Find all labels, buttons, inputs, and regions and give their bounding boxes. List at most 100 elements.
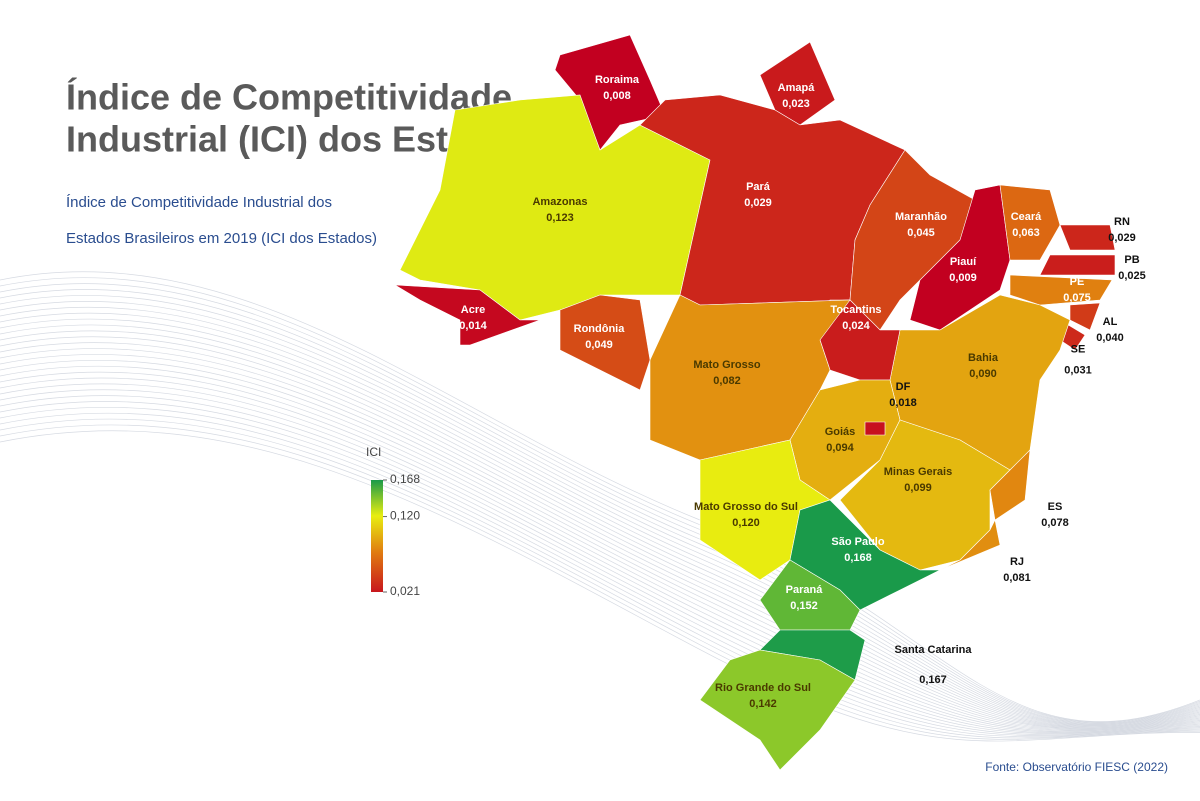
state-value: 0,025 xyxy=(1118,270,1146,282)
wave xyxy=(0,336,1200,728)
legend-ticks: 0,168 0,120 0,021 xyxy=(383,472,420,598)
wave xyxy=(0,295,1200,725)
wave xyxy=(0,354,1200,730)
legend-bar xyxy=(371,480,383,592)
wave xyxy=(0,318,1200,727)
wave xyxy=(0,395,1200,735)
state-name: Bahia xyxy=(968,352,999,364)
state-value: 0,075 xyxy=(1063,292,1091,304)
wave xyxy=(0,430,1200,742)
state xyxy=(1039,254,1116,276)
wave xyxy=(0,283,1200,724)
state-name: PE xyxy=(1070,276,1085,288)
state-value: 0,142 xyxy=(749,698,777,710)
state-value: 0,152 xyxy=(790,600,818,612)
state-name: PB xyxy=(1124,254,1139,266)
state-value: 0,045 xyxy=(907,227,935,239)
subtitle-line: Índice de Competitividade Industrial dos xyxy=(66,194,332,211)
wave xyxy=(0,324,1200,727)
state-name: Rio Grande do Sul xyxy=(715,682,811,694)
state-value: 0,099 xyxy=(904,482,932,494)
state-name: Acre xyxy=(461,304,485,316)
state-name: DF xyxy=(896,381,911,393)
state xyxy=(989,449,1031,521)
state xyxy=(1059,224,1116,251)
state-value: 0,029 xyxy=(1108,232,1136,244)
state-name: Santa Catarina xyxy=(894,644,972,656)
state-value: 0,029 xyxy=(744,197,772,209)
state-name: Mato Grosso xyxy=(693,359,761,371)
state-name: Amazonas xyxy=(532,196,587,208)
wave xyxy=(0,418,1200,739)
subtitle-line: Estados Brasileiros em 2019 (ICI dos Est… xyxy=(66,230,377,247)
state xyxy=(849,149,976,331)
wave xyxy=(0,342,1200,729)
wave xyxy=(0,330,1200,728)
wave xyxy=(0,371,1200,732)
background-waves xyxy=(0,271,1200,742)
state-name: Pará xyxy=(746,181,771,193)
map xyxy=(394,34,1116,771)
state-name: AL xyxy=(1103,316,1118,328)
state xyxy=(1069,302,1101,331)
state-value: 0,168 xyxy=(844,552,872,564)
state-value: 0,120 xyxy=(732,517,760,529)
state-name: RN xyxy=(1114,216,1130,228)
state-name: Roraima xyxy=(595,74,640,86)
state-name: Rondônia xyxy=(574,323,626,335)
wave xyxy=(0,271,1200,723)
state-name: SE xyxy=(1071,343,1086,355)
state-value: 0,023 xyxy=(782,98,810,110)
wave xyxy=(0,277,1200,723)
state-name: São Paulo xyxy=(831,536,884,548)
state-name: ES xyxy=(1048,501,1063,513)
state xyxy=(554,34,666,151)
state-name: Amapá xyxy=(778,82,816,94)
state-value: 0,082 xyxy=(713,375,741,387)
state-name: Minas Gerais xyxy=(884,466,952,478)
legend-title: ICI xyxy=(366,445,381,459)
wave xyxy=(0,307,1200,726)
state xyxy=(394,284,541,346)
state-name: Tocantins xyxy=(830,304,881,316)
state xyxy=(699,649,856,771)
state-value: 0,040 xyxy=(1096,332,1124,344)
wave xyxy=(0,348,1200,729)
state-value: 0,031 xyxy=(1064,364,1092,376)
state-value: 0,123 xyxy=(546,212,574,224)
legend-tick-label: 0,021 xyxy=(390,584,420,598)
state xyxy=(864,421,886,436)
state-value: 0,018 xyxy=(889,397,917,409)
wave xyxy=(0,424,1200,740)
state-name: Maranhão xyxy=(895,211,947,223)
state xyxy=(1009,274,1113,306)
state-value: 0,081 xyxy=(1003,572,1031,584)
state-value: 0,090 xyxy=(969,368,997,380)
state-name: Goiás xyxy=(825,426,856,438)
title-line: Índice de Competitividade xyxy=(66,77,512,118)
state xyxy=(559,294,651,391)
state-value: 0,024 xyxy=(842,320,870,332)
wave xyxy=(0,406,1200,736)
wave xyxy=(0,383,1200,733)
state-value: 0,009 xyxy=(949,272,977,284)
state xyxy=(759,41,836,126)
wave xyxy=(0,312,1200,726)
wave xyxy=(0,365,1200,731)
state-value: 0,049 xyxy=(585,339,613,351)
state-value: 0,008 xyxy=(603,90,631,102)
state-value: 0,094 xyxy=(826,442,854,454)
wave xyxy=(0,412,1200,738)
wave xyxy=(0,377,1200,733)
source: Fonte: Observatório FIESC (2022) xyxy=(985,760,1168,774)
wave xyxy=(0,289,1200,724)
state-name: Mato Grosso do Sul xyxy=(694,501,798,513)
state xyxy=(999,184,1061,261)
wave xyxy=(0,389,1200,734)
state-value: 0,078 xyxy=(1041,517,1069,529)
wave xyxy=(0,401,1200,736)
state-value: 0,167 xyxy=(919,674,947,686)
map-labels: Roraima 0,008 Amapá 0,023 Amazonas 0,123 Pará 0… xyxy=(459,74,1146,710)
